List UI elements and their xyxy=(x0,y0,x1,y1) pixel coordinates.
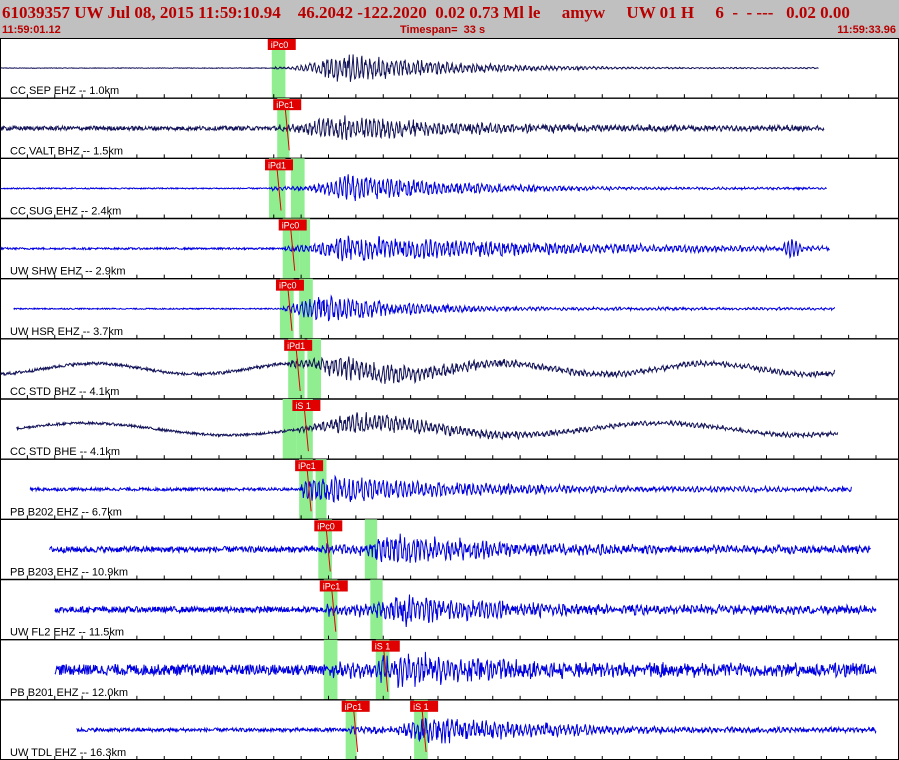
header-bar: 61039357 UW Jul 08, 2015 11:59:10.94 46.… xyxy=(0,0,899,38)
pick-label-box xyxy=(292,400,321,411)
pick-label: iS 1 xyxy=(413,702,429,712)
pick-label-box xyxy=(371,640,400,652)
pick-line xyxy=(421,709,427,753)
end-time: 11:59:33.96 xyxy=(837,24,896,36)
pick-label: iPd1 xyxy=(287,341,305,351)
pick-label: iPc1 xyxy=(323,582,341,592)
pick-label-box xyxy=(284,339,313,351)
pick-label: iPc0 xyxy=(271,40,289,50)
trace-panel: iPd1 CC SUG EHZ -- 2.4km xyxy=(0,158,899,220)
trace-label: PB B202 EHZ -- 6.7km xyxy=(10,506,122,518)
trace-label: CC SUG EHZ -- 2.4km xyxy=(10,206,121,218)
trace-panel: iPc1 iS 1 UW TDL EHZ -- 16.3km xyxy=(0,699,899,760)
waveform-line xyxy=(0,235,830,262)
seismogram-panels[interactable]: iPc0 CC SEP EHZ -- 1.0km iPc1 CC VALT BHZ -… xyxy=(0,38,899,760)
waveform-line xyxy=(29,474,852,503)
trace-panel: iPc0 UW SHW EHZ -- 2.9km xyxy=(0,218,899,280)
pick-line xyxy=(383,649,389,692)
pick-window xyxy=(364,519,378,580)
pick-window xyxy=(299,278,313,339)
pick-label: iPc0 xyxy=(279,281,297,291)
pick-line xyxy=(284,108,290,151)
waveform-line xyxy=(0,115,825,141)
pick-line xyxy=(353,709,359,753)
trace-panel: iPd1 CC STD BHZ -- 4.1km xyxy=(0,338,899,400)
trace-label: CC STD BHE -- 4.1km xyxy=(10,446,120,458)
pick-label-box xyxy=(410,700,439,712)
pick-label: iPc0 xyxy=(282,221,300,231)
start-time: 11:59:01.12 xyxy=(2,24,61,36)
pick-label: iPc1 xyxy=(345,702,363,712)
trace-label: CC VALT BHZ -- 1.5km xyxy=(10,145,123,157)
waveform-line xyxy=(49,533,871,563)
waveform-line xyxy=(0,54,819,82)
pick-label: iS 1 xyxy=(295,401,311,411)
pick-line xyxy=(290,228,296,271)
waveform-line xyxy=(0,174,827,202)
pick-line xyxy=(331,589,337,632)
pick-window xyxy=(375,639,390,700)
pick-label-box xyxy=(275,279,304,291)
waveform-line xyxy=(54,594,877,628)
pick-window xyxy=(299,459,313,520)
pick-window xyxy=(288,338,305,399)
pick-label-box xyxy=(265,159,294,171)
trace-panel: iPc0 PB B203 EHZ -- 10.9km xyxy=(0,519,899,581)
trace-label: PB B201 EHZ -- 12.0km xyxy=(10,687,128,699)
pick-line xyxy=(295,348,301,392)
trace-label: UW TDL EHZ -- 16.3km xyxy=(10,747,126,759)
pick-line xyxy=(287,288,293,331)
event-title: 61039357 UW Jul 08, 2015 11:59:10.94 46.… xyxy=(2,3,850,22)
waveform-line xyxy=(54,651,877,688)
pick-label-box xyxy=(273,99,302,111)
waveform-line xyxy=(76,717,877,744)
timespan-label: Timespan= 33 s xyxy=(400,24,486,36)
trace-panel: iS 1 PB B201 EHZ -- 12.0km xyxy=(0,639,899,701)
trace-panel: iPc1 UW FL2 EHZ -- 11.5km xyxy=(0,579,899,641)
pick-window xyxy=(318,519,332,580)
trace-panel: iPc0 CC SEP EHZ -- 1.0km xyxy=(0,38,899,99)
trace-label: UW FL2 EHZ -- 11.5km xyxy=(10,627,124,639)
pick-label: iS 1 xyxy=(375,642,391,652)
pick-label: iPc0 xyxy=(317,521,335,531)
trace-label: CC SEP EHZ -- 1.0km xyxy=(10,85,119,97)
pick-window xyxy=(345,699,357,760)
pick-label-box xyxy=(295,460,324,472)
trace-label: UW HSR EHZ -- 3.7km xyxy=(10,326,123,338)
pick-window xyxy=(282,218,300,279)
pick-line xyxy=(276,168,282,211)
pick-window xyxy=(370,579,383,640)
waveform-line xyxy=(0,356,836,385)
pick-label-box xyxy=(314,520,343,532)
pick-label-box xyxy=(278,219,307,231)
pick-label: iPd1 xyxy=(268,160,286,170)
pick-line xyxy=(306,469,312,512)
trace-panel: iPc0 UW HSR EHZ -- 3.7km xyxy=(0,278,899,340)
pick-label: iPc1 xyxy=(298,461,316,471)
trace-panel: iPc1 CC VALT BHZ -- 1.5km xyxy=(0,98,899,160)
waveform-line xyxy=(13,294,835,322)
waveform-line xyxy=(16,412,839,441)
pick-window xyxy=(315,459,327,520)
trace-label: CC STD BHZ -- 4.1km xyxy=(10,386,119,398)
trace-panel: iPc1 PB B202 EHZ -- 6.7km xyxy=(0,459,899,521)
pick-label-box xyxy=(319,580,348,592)
pick-label: iPc1 xyxy=(276,100,294,110)
trace-label: UW SHW EHZ -- 2.9km xyxy=(10,266,126,278)
trace-panel: iS 1 CC STD BHE -- 4.1km xyxy=(0,399,899,460)
pick-line xyxy=(303,408,309,452)
pick-label-box xyxy=(267,39,296,50)
trace-label: PB B203 EHZ -- 10.9km xyxy=(10,567,128,579)
pick-window xyxy=(282,399,297,460)
pick-window xyxy=(307,338,322,399)
pick-label-box xyxy=(341,700,370,712)
pick-line xyxy=(325,529,331,572)
